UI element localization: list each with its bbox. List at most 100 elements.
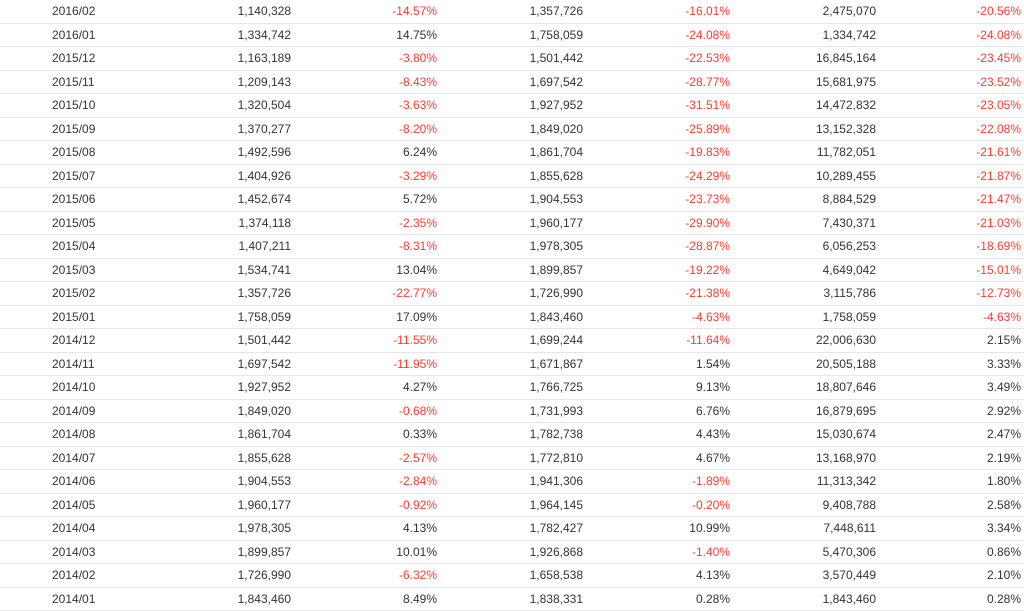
change-cell: -31.51%: [586, 93, 733, 118]
value-cell: 1,926,868: [440, 540, 586, 564]
cumulative-cell: 1,843,460: [733, 587, 879, 611]
value-cell: 1,772,810: [440, 446, 586, 470]
change-cell: 6.76%: [586, 399, 733, 423]
change-cell: -0.68%: [294, 399, 440, 423]
change-cell: -3.80%: [294, 46, 440, 71]
cumulative-cell: 4,649,042: [733, 258, 879, 282]
change-cell: 9.13%: [586, 375, 733, 400]
value-cell: 1,357,726: [120, 281, 294, 306]
table-row: 2015/09 1,370,277 -8.20% 1,849,020 -25.89% 13…: [0, 117, 1024, 141]
cumulative-cell: 11,782,051: [733, 140, 879, 165]
change-cell: -11.64%: [586, 328, 733, 353]
value-cell: 1,501,442: [440, 46, 586, 71]
value-cell: 1,766,725: [440, 375, 586, 400]
change-cell: 3.49%: [879, 375, 1024, 400]
change-cell: -8.31%: [294, 234, 440, 259]
cumulative-cell: 15,681,975: [733, 70, 879, 94]
cumulative-cell: 1,334,742: [733, 23, 879, 47]
table-row: 2015/02 1,357,726 -22.77% 1,726,990 -21.38% 3…: [0, 281, 1024, 306]
change-cell: 0.28%: [586, 587, 733, 611]
value-cell: 1,658,538: [440, 563, 586, 588]
change-cell: 4.67%: [586, 446, 733, 470]
value-cell: 1,861,704: [120, 422, 294, 447]
change-cell: 2.47%: [879, 422, 1024, 447]
change-cell: -25.89%: [586, 117, 733, 141]
value-cell: 1,861,704: [440, 140, 586, 165]
value-cell: 1,357,726: [440, 0, 586, 24]
value-cell: 1,407,211: [120, 234, 294, 259]
cumulative-cell: 20,505,188: [733, 352, 879, 376]
change-cell: -12.73%: [879, 281, 1024, 306]
change-cell: 2.19%: [879, 446, 1024, 470]
value-cell: 1,927,952: [440, 93, 586, 118]
cumulative-cell: 16,879,695: [733, 399, 879, 423]
change-cell: -29.90%: [586, 211, 733, 235]
table-row: 2014/12 1,501,442 -11.55% 1,699,244 -11.64% 2…: [0, 328, 1024, 353]
cumulative-cell: 10,289,455: [733, 164, 879, 188]
period-cell: 2015/08: [0, 140, 120, 165]
value-cell: 1,671,867: [440, 352, 586, 376]
change-cell: -11.95%: [294, 352, 440, 376]
table-row: 2015/11 1,209,143 -8.43% 1,697,542 -28.77% 15…: [0, 70, 1024, 94]
value-cell: 1,782,738: [440, 422, 586, 447]
change-cell: 8.49%: [294, 587, 440, 611]
change-cell: -22.08%: [879, 117, 1024, 141]
value-cell: 1,334,742: [120, 23, 294, 47]
cumulative-cell: 3,115,786: [733, 281, 879, 306]
period-cell: 2015/01: [0, 305, 120, 329]
value-cell: 1,904,553: [120, 469, 294, 494]
period-cell: 2014/05: [0, 493, 120, 517]
value-cell: 1,452,674: [120, 187, 294, 212]
change-cell: -3.29%: [294, 164, 440, 188]
change-cell: 4.13%: [294, 516, 440, 541]
value-cell: 1,726,990: [120, 563, 294, 588]
change-cell: -16.01%: [586, 0, 733, 24]
table-row: 2015/05 1,374,118 -2.35% 1,960,177 -29.90% 7,…: [0, 211, 1024, 235]
table-row: 2014/03 1,899,857 10.01% 1,926,868 -1.40% 5,4…: [0, 540, 1024, 564]
value-cell: 1,758,059: [440, 23, 586, 47]
change-cell: -21.47%: [879, 187, 1024, 212]
change-cell: -19.83%: [586, 140, 733, 165]
value-cell: 1,140,328: [120, 0, 294, 24]
period-cell: 2016/02: [0, 0, 120, 24]
cumulative-cell: 15,030,674: [733, 422, 879, 447]
period-cell: 2015/07: [0, 164, 120, 188]
change-cell: -22.53%: [586, 46, 733, 71]
table-row: 2014/04 1,978,305 4.13% 1,782,427 10.99% 7,44…: [0, 516, 1024, 541]
table-row: 2015/04 1,407,211 -8.31% 1,978,305 -28.87% 6,…: [0, 234, 1024, 259]
period-cell: 2014/04: [0, 516, 120, 541]
period-cell: 2014/08: [0, 422, 120, 447]
cumulative-cell: 18,807,646: [733, 375, 879, 400]
change-cell: 0.28%: [879, 587, 1024, 611]
value-cell: 1,697,542: [120, 352, 294, 376]
period-cell: 2014/01: [0, 587, 120, 611]
table-row: 2015/12 1,163,189 -3.80% 1,501,442 -22.53% 16…: [0, 46, 1024, 71]
value-cell: 1,849,020: [440, 117, 586, 141]
change-cell: 2.92%: [879, 399, 1024, 423]
period-cell: 2015/04: [0, 234, 120, 259]
change-cell: -21.38%: [586, 281, 733, 306]
change-cell: 4.13%: [586, 563, 733, 588]
value-cell: 1,370,277: [120, 117, 294, 141]
period-cell: 2015/12: [0, 46, 120, 71]
change-cell: -21.87%: [879, 164, 1024, 188]
change-cell: 4.27%: [294, 375, 440, 400]
change-cell: -6.32%: [294, 563, 440, 588]
cumulative-cell: 16,845,164: [733, 46, 879, 71]
change-cell: 10.99%: [586, 516, 733, 541]
cumulative-cell: 13,152,328: [733, 117, 879, 141]
value-cell: 1,855,628: [440, 164, 586, 188]
value-cell: 1,534,741: [120, 258, 294, 282]
cumulative-cell: 7,448,611: [733, 516, 879, 541]
value-cell: 1,697,542: [440, 70, 586, 94]
change-cell: -23.52%: [879, 70, 1024, 94]
cumulative-cell: 2,475,070: [733, 0, 879, 24]
value-cell: 1,731,993: [440, 399, 586, 423]
change-cell: -4.63%: [586, 305, 733, 329]
change-cell: -21.03%: [879, 211, 1024, 235]
value-cell: 1,960,177: [440, 211, 586, 235]
period-cell: 2015/09: [0, 117, 120, 141]
change-cell: 2.10%: [879, 563, 1024, 588]
